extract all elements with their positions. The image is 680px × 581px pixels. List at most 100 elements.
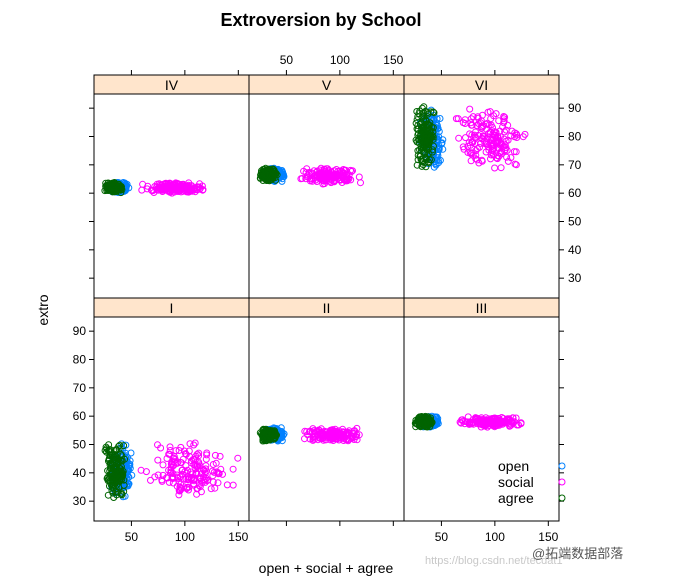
point-social bbox=[331, 167, 339, 175]
point-social bbox=[223, 481, 231, 489]
point-social bbox=[348, 168, 355, 175]
point-social bbox=[174, 474, 182, 482]
point-social bbox=[154, 456, 162, 464]
watermark-url: https://blog.csdn.net/tecdat1 bbox=[425, 555, 563, 567]
point-agree bbox=[425, 159, 433, 167]
point-social bbox=[317, 164, 325, 172]
point-social bbox=[491, 164, 499, 172]
point-agree bbox=[413, 116, 421, 124]
series-social-IV bbox=[138, 179, 207, 197]
point-agree bbox=[412, 119, 420, 127]
point-social bbox=[462, 134, 469, 142]
point-social bbox=[353, 436, 361, 444]
point-agree bbox=[263, 436, 271, 444]
point-social bbox=[508, 127, 516, 135]
point-social bbox=[466, 130, 474, 138]
point-agree bbox=[420, 124, 428, 132]
point-social bbox=[503, 153, 511, 161]
point-social bbox=[207, 485, 215, 493]
x-axis-label: open + social + agree bbox=[259, 560, 394, 576]
point-open bbox=[126, 462, 134, 470]
point-social bbox=[502, 137, 510, 145]
point-social bbox=[478, 157, 486, 165]
y-tick-label-right: 80 bbox=[568, 130, 582, 144]
x-tick-label-bottom: 50 bbox=[435, 530, 449, 544]
point-social bbox=[472, 147, 480, 155]
point-agree bbox=[428, 148, 436, 156]
point-social bbox=[190, 185, 198, 193]
point-agree bbox=[265, 171, 273, 179]
point-social bbox=[167, 460, 175, 468]
point-agree bbox=[111, 473, 119, 481]
point-social bbox=[494, 144, 502, 152]
series-social-II bbox=[301, 424, 363, 445]
point-social bbox=[512, 414, 520, 422]
point-social bbox=[460, 145, 468, 153]
point-agree bbox=[414, 416, 422, 424]
point-agree bbox=[101, 447, 109, 454]
point-agree bbox=[266, 176, 274, 184]
point-agree bbox=[256, 429, 264, 437]
point-social bbox=[193, 485, 201, 493]
legend-label-social: social bbox=[498, 474, 534, 490]
point-social bbox=[332, 432, 340, 440]
strip-label-IV: IV bbox=[165, 77, 179, 93]
point-agree bbox=[422, 126, 430, 134]
point-social bbox=[179, 455, 187, 463]
point-social bbox=[186, 440, 194, 448]
x-tick-label-top: 50 bbox=[280, 53, 294, 67]
point-social bbox=[193, 450, 201, 458]
point-social bbox=[229, 465, 237, 473]
point-agree bbox=[103, 445, 111, 453]
point-agree bbox=[417, 423, 424, 431]
series-agree-IV bbox=[101, 179, 126, 197]
point-social bbox=[349, 167, 356, 175]
point-social bbox=[323, 172, 331, 180]
point-social bbox=[511, 160, 519, 168]
point-social bbox=[467, 157, 475, 165]
point-social bbox=[189, 470, 197, 478]
series-agree-II bbox=[256, 425, 280, 445]
point-social bbox=[202, 465, 210, 473]
point-agree bbox=[107, 183, 115, 191]
point-social bbox=[474, 113, 482, 121]
point-social bbox=[178, 470, 186, 478]
point-social bbox=[153, 183, 161, 191]
point-social bbox=[234, 454, 242, 462]
point-social bbox=[483, 134, 491, 142]
point-agree bbox=[117, 456, 125, 464]
point-social bbox=[214, 470, 222, 478]
point-social bbox=[169, 479, 177, 487]
strip-label-I: I bbox=[170, 300, 174, 316]
y-tick-label-right: 60 bbox=[568, 186, 582, 200]
point-social bbox=[157, 444, 165, 452]
y-tick-label-right: 50 bbox=[568, 215, 582, 229]
point-social bbox=[155, 183, 163, 191]
series-social-I bbox=[137, 439, 242, 499]
point-social bbox=[167, 463, 175, 471]
point-social bbox=[216, 452, 224, 460]
point-agree bbox=[117, 490, 125, 498]
axes-layer: 50 100 150 50 100 150 50 100 150 30 30 40 40 50 50 60 60… bbox=[73, 53, 582, 544]
point-social bbox=[203, 451, 211, 459]
legend-label-open: open bbox=[498, 458, 529, 474]
point-social bbox=[466, 141, 474, 149]
y-tick-label-right: 90 bbox=[568, 101, 582, 115]
point-social bbox=[485, 415, 493, 423]
point-agree bbox=[112, 446, 120, 454]
panel-frame-III bbox=[403, 316, 560, 522]
point-social bbox=[486, 108, 494, 116]
point-social bbox=[509, 414, 517, 422]
point-social bbox=[507, 154, 515, 162]
point-social bbox=[190, 441, 198, 449]
x-tick-label-bottom: 150 bbox=[538, 530, 558, 544]
y-tick-label-left: 70 bbox=[73, 381, 87, 395]
point-social bbox=[322, 436, 330, 444]
x-tick-label-bottom: 50 bbox=[125, 530, 139, 544]
point-social bbox=[467, 115, 475, 123]
legend-symbol-open bbox=[558, 462, 566, 470]
point-social bbox=[314, 427, 322, 435]
point-social bbox=[310, 433, 318, 441]
point-agree bbox=[120, 442, 128, 450]
